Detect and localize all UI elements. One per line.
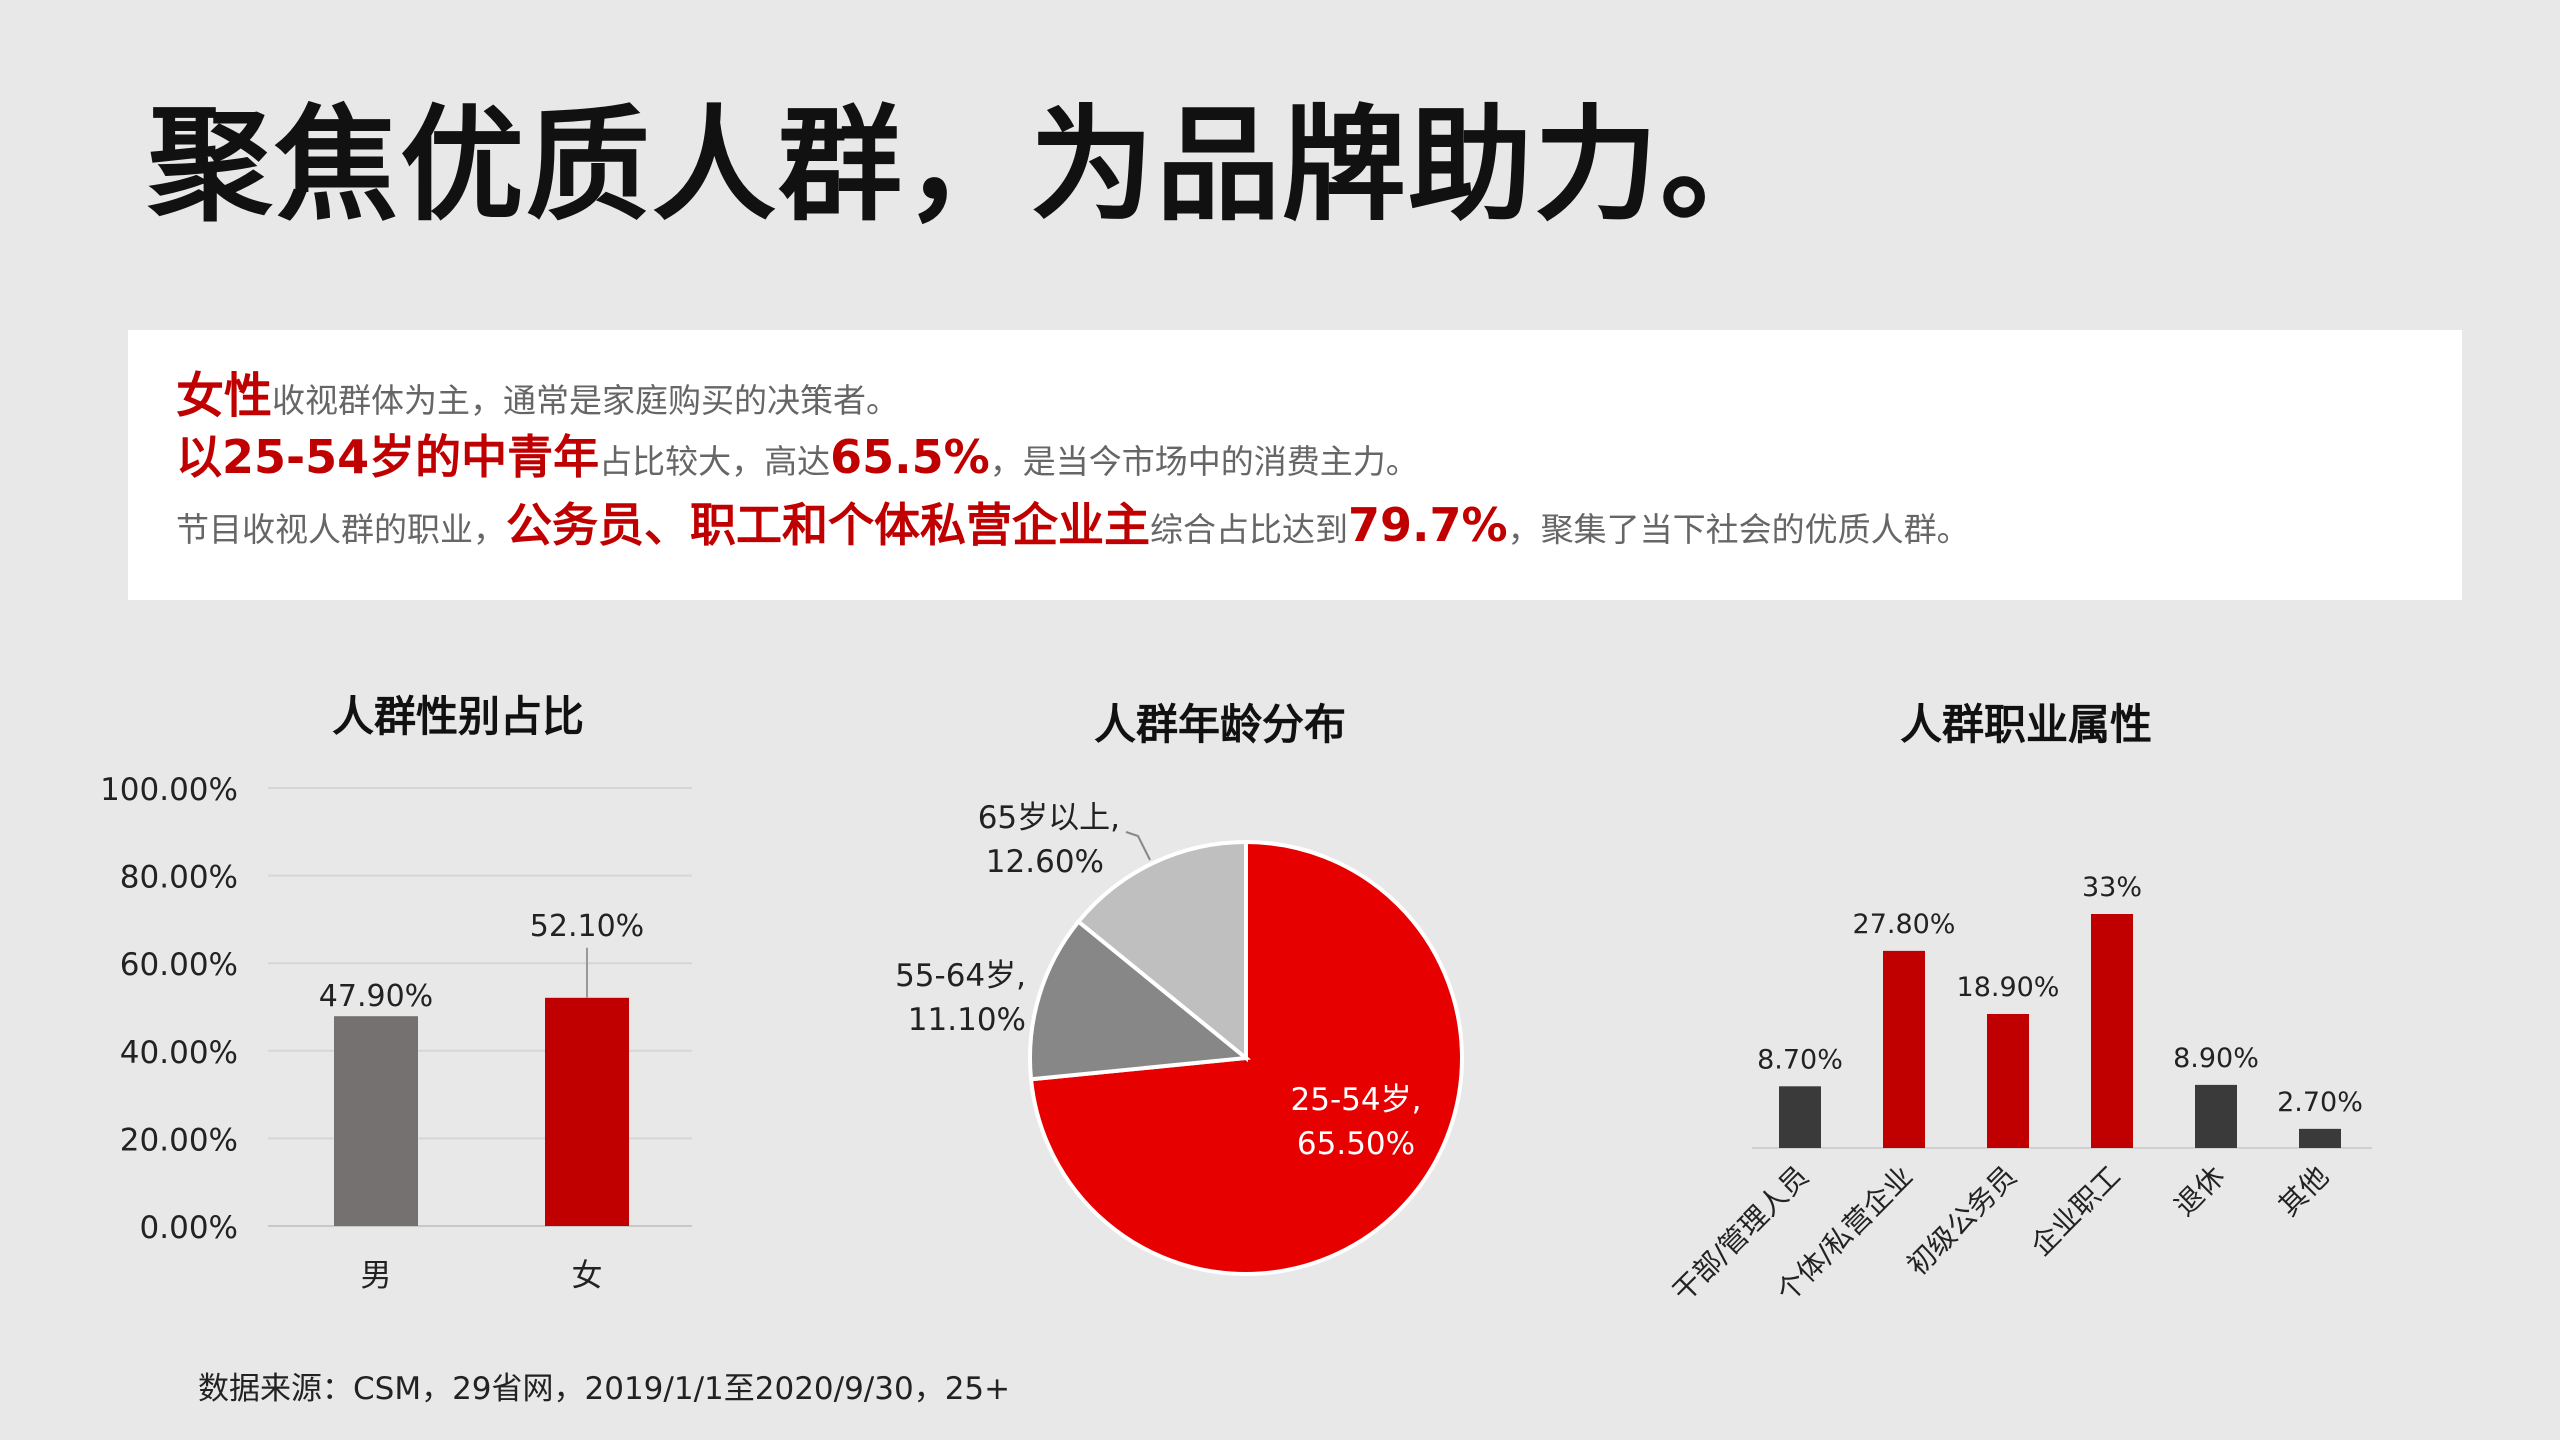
page-title: 聚焦优质人群，为品牌助力。	[148, 94, 1787, 238]
bar-value-label: 8.70%	[1757, 1044, 1843, 1075]
summary-line-2: 以25-54岁的中青年占比较大，高达65.5%，是当今市场中的消费主力。	[176, 434, 1419, 480]
occupation-bar	[2091, 914, 2133, 1148]
pie-value-label: 12.60%	[986, 844, 1104, 880]
pie-leader-line	[1125, 831, 1151, 861]
summary-figure: 65.5%	[830, 430, 990, 484]
summary-text: 节目收视人群的职业，	[176, 510, 506, 549]
y-tick-label: 0.00%	[140, 1210, 238, 1246]
occupation-bar	[1987, 1013, 2029, 1148]
x-category-label: 女	[572, 1258, 603, 1294]
bar-value-label: 52.10%	[530, 909, 644, 944]
pie-label: 25-54岁,	[1291, 1082, 1422, 1118]
bar-male	[334, 1016, 418, 1226]
bar-value-label: 18.90%	[1957, 972, 2060, 1003]
bar-female	[545, 997, 629, 1226]
summary-text: 收视群体为主，通常是家庭购买的决策者。	[272, 381, 900, 420]
summary-box: 女性收视群体为主，通常是家庭购买的决策者。 以25-54岁的中青年占比较大，高达…	[128, 330, 2462, 600]
x-category-label: 男	[361, 1258, 392, 1294]
x-category-label: 初级公务员	[1901, 1160, 2023, 1282]
summary-text: 综合占比达到	[1150, 510, 1348, 549]
bar-value-label: 47.90%	[319, 979, 433, 1014]
occupation-bar	[2195, 1084, 2237, 1148]
bar-value-label: 8.90%	[2173, 1043, 2259, 1074]
bar-value-label: 2.70%	[2277, 1087, 2363, 1118]
age-chart-title: 人群年龄分布	[1094, 700, 1347, 749]
occupation-bar	[1779, 1086, 1821, 1148]
source-note: 数据来源：CSM，29省网，2019/1/1至2020/9/30，25+	[198, 1371, 1011, 1407]
occupation-chart-title: 人群职业属性	[1900, 700, 2153, 749]
y-tick-label: 100.00%	[100, 772, 238, 808]
summary-highlight: 女性	[176, 368, 273, 424]
y-tick-label: 40.00%	[120, 1035, 238, 1071]
summary-highlight: 公务员、职工和个体私营企业主	[506, 498, 1150, 552]
occupation-bar	[2299, 1128, 2341, 1148]
summary-text: ，是当今市场中的消费主力。	[989, 442, 1419, 481]
y-tick-label: 60.00%	[120, 947, 238, 983]
summary-line-1: 女性收视群体为主，通常是家庭购买的决策者。	[176, 372, 899, 420]
summary-figure: 79.7%	[1348, 498, 1508, 552]
y-tick-label: 20.00%	[120, 1122, 238, 1158]
y-tick-label: 80.00%	[120, 860, 238, 896]
pie-value-label: 11.10%	[908, 1002, 1026, 1038]
x-category-label: 企业职工	[2024, 1160, 2127, 1263]
occupation-bar	[1883, 950, 1925, 1148]
bar-value-label: 27.80%	[1853, 909, 1956, 940]
pie-slice	[1028, 918, 1252, 1082]
x-category-label: 退休	[2168, 1160, 2231, 1223]
bar-value-label: 33%	[2082, 872, 2142, 903]
gender-chart-title: 人群性别占比	[332, 692, 585, 741]
pie-label: 55-64岁,	[895, 958, 1026, 994]
pie-value-label: 65.50%	[1297, 1126, 1415, 1162]
pie-slice	[1075, 839, 1248, 1063]
pie-label: 65岁以上,	[978, 800, 1120, 836]
summary-text: ，聚集了当下社会的优质人群。	[1507, 510, 1970, 549]
summary-line-3: 节目收视人群的职业，公务员、职工和个体私营企业主综合占比达到79.7%，聚集了当…	[176, 502, 1970, 548]
summary-highlight: 以25-54岁的中青年	[176, 430, 600, 484]
x-category-label: 其他	[2272, 1160, 2335, 1223]
summary-text: 占比较大，高达	[599, 442, 831, 481]
